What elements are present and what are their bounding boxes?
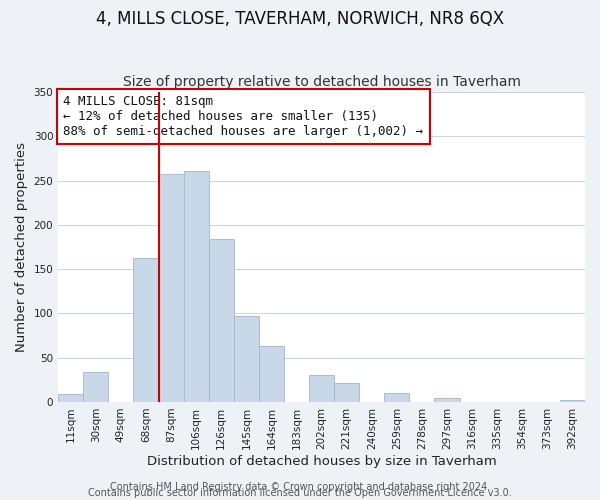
Text: Contains HM Land Registry data © Crown copyright and database right 2024.: Contains HM Land Registry data © Crown c… bbox=[110, 482, 490, 492]
Bar bbox=[184, 171, 209, 402]
Title: Size of property relative to detached houses in Taverham: Size of property relative to detached ho… bbox=[122, 76, 521, 90]
Bar bbox=[58, 394, 83, 402]
Bar bbox=[83, 372, 109, 402]
Bar bbox=[309, 376, 334, 402]
Bar bbox=[133, 258, 158, 402]
Bar bbox=[385, 393, 409, 402]
Bar bbox=[334, 384, 359, 402]
Bar bbox=[209, 239, 234, 402]
Bar bbox=[259, 346, 284, 402]
Text: 4 MILLS CLOSE: 81sqm
← 12% of detached houses are smaller (135)
88% of semi-deta: 4 MILLS CLOSE: 81sqm ← 12% of detached h… bbox=[64, 95, 424, 138]
Bar bbox=[158, 174, 184, 402]
Bar bbox=[560, 400, 585, 402]
Y-axis label: Number of detached properties: Number of detached properties bbox=[15, 142, 28, 352]
Bar bbox=[234, 316, 259, 402]
Text: 4, MILLS CLOSE, TAVERHAM, NORWICH, NR8 6QX: 4, MILLS CLOSE, TAVERHAM, NORWICH, NR8 6… bbox=[96, 10, 504, 28]
Bar bbox=[434, 398, 460, 402]
X-axis label: Distribution of detached houses by size in Taverham: Distribution of detached houses by size … bbox=[147, 454, 496, 468]
Text: Contains public sector information licensed under the Open Government Licence v3: Contains public sector information licen… bbox=[88, 488, 512, 498]
